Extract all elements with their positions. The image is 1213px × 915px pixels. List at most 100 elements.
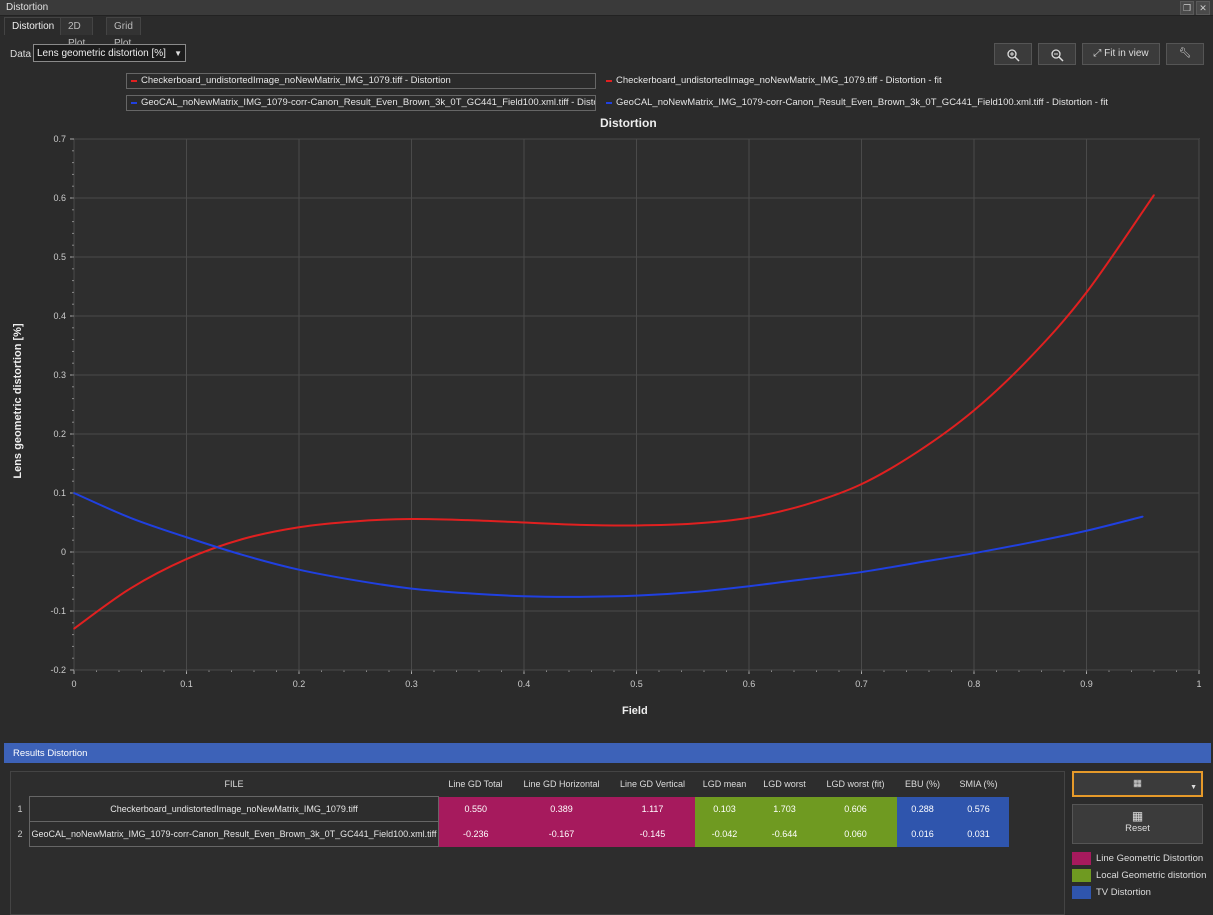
view-selector-button[interactable]: ▦ ▼ <box>1072 771 1203 797</box>
y-tick-label: -0.1 <box>50 606 66 616</box>
table-header-row: FILE Line GD Total Line GD Horizontal Li… <box>11 772 1009 797</box>
column-header[interactable]: Line GD Vertical <box>610 772 695 797</box>
legend-label: Checkerboard_undistortedImage_noNewMatri… <box>141 75 451 86</box>
fit-in-view-label: Fit in view <box>1104 48 1149 59</box>
zoom-out-icon <box>1051 49 1064 62</box>
data-point <box>73 492 75 494</box>
data-point <box>579 524 582 526</box>
data-point <box>1029 541 1032 544</box>
lgd-mean-cell[interactable]: -0.042 <box>694 821 755 847</box>
table-row[interactable]: 1 Checkerboard_undistortedImage_noNewMat… <box>11 796 1009 822</box>
distortion-chart[interactable]: 0 0.1 0.2 0.3 0.4 0.5 0.6 0.7 0.8 0.9 1 -0.2 -0.1 0 0.… <box>0 0 1213 740</box>
ebu-cell[interactable]: 0.288 <box>896 796 949 822</box>
data-label: Data <box>10 49 32 60</box>
legend-swatch <box>1072 869 1091 882</box>
close-icon[interactable]: ✕ <box>1196 1 1210 15</box>
table-row[interactable]: 2 GeoCAL_noNewMatrix_IMG_1079-corr-Canon… <box>11 821 1009 847</box>
column-header[interactable]: SMIA (%) <box>948 772 1009 797</box>
x-tick-label: 0.7 <box>855 679 868 689</box>
data-dropdown[interactable]: Lens geometric distortion [%] ▼ <box>33 44 186 62</box>
column-header[interactable]: Line GD Horizontal <box>512 772 611 797</box>
x-tick-label: 0.8 <box>968 679 981 689</box>
legend-local-geometric: Local Geometric distortion <box>1072 869 1206 882</box>
column-header[interactable]: FILE <box>29 772 439 797</box>
column-header[interactable]: EBU (%) <box>896 772 949 797</box>
data-point <box>466 519 469 521</box>
file-cell[interactable]: Checkerboard_undistortedImage_noNewMatri… <box>29 796 439 822</box>
line-gd-horizontal-cell[interactable]: 0.389 <box>512 796 611 822</box>
results-title: Results Distortion <box>13 748 88 759</box>
table-icon: ▦ <box>1131 809 1144 823</box>
y-tick-label: -0.2 <box>50 665 66 675</box>
column-header[interactable]: LGD mean <box>694 772 755 797</box>
data-point <box>691 591 694 593</box>
results-legend: Line Geometric Distortion Local Geometri… <box>1072 852 1206 912</box>
lgd-worst-fit-cell[interactable]: 0.606 <box>814 796 897 822</box>
reset-label: Reset <box>1125 823 1150 834</box>
reset-button[interactable]: ▦ Reset <box>1072 804 1203 844</box>
restore-icon[interactable]: ❐ <box>1180 1 1194 15</box>
legend-label: GeoCAL_noNewMatrix_IMG_1079-corr-Canon_R… <box>616 97 1108 108</box>
data-dropdown-value: Lens geometric distortion [%] <box>37 48 166 59</box>
fit-in-view-button[interactable]: ⤢ Fit in view <box>1082 43 1160 65</box>
column-header[interactable]: LGD worst (fit) <box>814 772 897 797</box>
chevron-down-icon: ▼ <box>174 49 182 58</box>
line-gd-vertical-cell[interactable]: -0.145 <box>610 821 695 847</box>
data-point <box>241 538 244 540</box>
chart-title: Distortion <box>600 116 657 130</box>
lgd-worst-fit-cell[interactable]: 0.060 <box>814 821 897 847</box>
settings-button[interactable]: 🔧︎ <box>1166 43 1204 65</box>
smia-cell[interactable]: 0.031 <box>948 821 1009 847</box>
data-point <box>1085 291 1088 294</box>
lgd-worst-cell[interactable]: -0.644 <box>754 821 815 847</box>
line-gd-total-cell[interactable]: 0.550 <box>438 796 513 822</box>
line-gd-horizontal-cell[interactable]: -0.167 <box>512 821 611 847</box>
legend-item-checkerboard[interactable]: Checkerboard_undistortedImage_noNewMatri… <box>126 73 596 89</box>
y-tick-label: 0.1 <box>53 488 66 498</box>
data-point <box>1141 515 1144 518</box>
legend-label: Checkerboard_undistortedImage_noNewMatri… <box>616 75 942 86</box>
series-line-checkerboard <box>73 194 1155 630</box>
data-point <box>1153 194 1155 196</box>
chevron-down-icon: ▼ <box>1190 784 1197 791</box>
zoom-in-icon <box>1007 49 1020 62</box>
data-point <box>466 592 469 595</box>
x-tick-label: 0.2 <box>293 679 306 689</box>
zoom-in-button[interactable] <box>994 43 1032 65</box>
data-point <box>748 516 750 519</box>
data-point <box>748 585 750 588</box>
table-icon: ▦ <box>1133 778 1142 789</box>
results-table-container: FILE Line GD Total Line GD Horizontal Li… <box>10 771 1065 915</box>
window-title: Distortion <box>6 2 49 13</box>
data-point <box>354 520 357 523</box>
column-header[interactable]: Line GD Total <box>438 772 513 797</box>
file-cell[interactable]: GeoCAL_noNewMatrix_IMG_1079-corr-Canon_R… <box>29 821 439 847</box>
legend-line-geometric: Line Geometric Distortion <box>1072 852 1203 865</box>
legend-item-geocal-fit[interactable]: GeoCAL_noNewMatrix_IMG_1079-corr-Canon_R… <box>602 96 1108 110</box>
ebu-cell[interactable]: 0.016 <box>896 821 949 847</box>
line-gd-total-cell[interactable]: -0.236 <box>438 821 513 847</box>
x-tick-label: 0.5 <box>630 679 643 689</box>
legend-item-geocal[interactable]: GeoCAL_noNewMatrix_IMG_1079-corr-Canon_R… <box>126 95 596 111</box>
data-point <box>354 579 357 582</box>
zoom-out-button[interactable] <box>1038 43 1076 65</box>
legend-item-checkerboard-fit[interactable]: Checkerboard_undistortedImage_noNewMatri… <box>602 74 942 88</box>
legend-label: Local Geometric distortion <box>1096 870 1207 881</box>
data-point <box>916 450 919 453</box>
column-header[interactable]: LGD worst <box>754 772 815 797</box>
data-point <box>973 552 975 554</box>
data-point <box>523 595 525 598</box>
data-point <box>804 504 807 506</box>
data-point <box>579 596 582 598</box>
smia-cell[interactable]: 0.576 <box>948 796 1009 822</box>
tab-2d-plot[interactable]: 2D Plot <box>60 17 94 49</box>
results-side-panel: ▦ ▼ ▦ Reset Line Geometric Distortion Lo… <box>1072 771 1206 912</box>
lgd-worst-cell[interactable]: 1.703 <box>754 796 815 822</box>
data-point <box>804 578 807 580</box>
legend-swatch <box>1072 886 1091 899</box>
lgd-mean-cell[interactable]: 0.103 <box>694 796 755 822</box>
line-gd-vertical-cell[interactable]: 1.117 <box>610 796 695 822</box>
data-point <box>241 554 244 556</box>
legend-swatch <box>606 80 612 82</box>
tab-grid-plot[interactable]: Grid Plot <box>106 17 141 49</box>
